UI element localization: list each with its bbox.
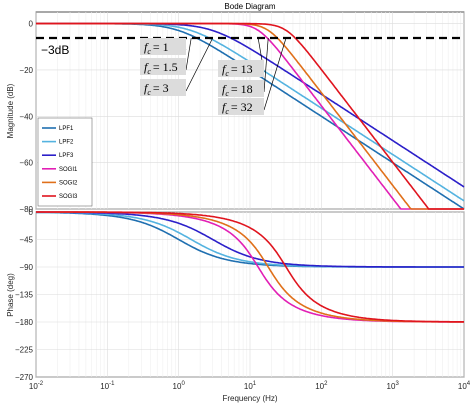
- phase-y-tick-label: −180: [15, 318, 34, 327]
- phase-plot: 0−45−90−135−180−225−270 10-2 10-1 100 101 10…: [15, 208, 471, 391]
- annotation-box: [140, 79, 186, 96]
- legend-label-sogi2: SOGI2: [59, 180, 78, 186]
- x-axis-label: Frequency (Hz): [222, 394, 277, 403]
- magnitude-y-ticks: 0 −20 −40 −60 −80: [19, 20, 33, 214]
- legend-label-lpf3: LPF3: [59, 153, 74, 159]
- magnitude-plot: 0 −20 −40 −60 −80: [19, 11, 465, 214]
- phase-series: [36, 211, 464, 323]
- phase-y-tick-label: 0: [29, 208, 34, 217]
- x-tick-label: 100: [173, 381, 186, 391]
- annotation-leader-line: [185, 37, 192, 71]
- annotation-box: [140, 58, 186, 75]
- annotation-label: fc = 13: [222, 62, 253, 78]
- annotation-box: [218, 98, 264, 115]
- annotation-box: [218, 60, 264, 77]
- phase-y-tick-label: −90: [19, 263, 33, 272]
- magnitude-ylabel: Magnitude (dB): [6, 83, 15, 138]
- magnitude-y-tick-label: −80: [19, 205, 33, 214]
- magnitude-y-tick-label: −60: [19, 159, 33, 168]
- legend-label-sogi1: SOGI1: [59, 167, 78, 173]
- annotation-label: fc = 32: [222, 100, 253, 116]
- legend-label-lpf1: LPF1: [59, 126, 74, 132]
- annotation-leader-line: [185, 37, 214, 92]
- minus-3db-label: −3dB: [41, 43, 69, 57]
- legend: LPF1 LPF2 LPF3 SOGI1 SOGI2 SOGI3: [37, 117, 93, 207]
- phase-y-tick-label: −135: [15, 291, 34, 300]
- phase-y-ticks: 0 −45 −90 −135 −180 −225 −270: [15, 208, 34, 382]
- magnitude-line-sogi3: [36, 22, 464, 210]
- x-tick-label: 10-1: [100, 381, 115, 391]
- legend-box: [37, 117, 93, 207]
- phase-y-tick-label: −270: [15, 373, 34, 382]
- annotation-box: [140, 38, 186, 55]
- x-tick-label: 104: [458, 381, 471, 391]
- annotation-leader-line: [263, 37, 287, 111]
- annotation-box: [218, 80, 264, 97]
- magnitude-grid: [35, 12, 465, 210]
- annotation-label: fc = 18: [222, 82, 253, 98]
- annotation-leader-line: [263, 37, 269, 93]
- x-tick-label: 101: [244, 381, 257, 391]
- legend-label-lpf2: LPF2: [59, 140, 74, 146]
- phase-ylabel: Phase (deg): [6, 273, 15, 317]
- annotation-label: fc = 3: [144, 81, 169, 97]
- magnitude-y-tick-label: −40: [19, 112, 33, 121]
- magnitude-y-tick-label: 0: [29, 20, 34, 29]
- chart-title: Bode Diagram: [224, 2, 275, 11]
- annotation-label: fc = 1: [144, 40, 169, 56]
- legend-label-sogi3: SOGI3: [59, 194, 78, 200]
- x-tick-label: 103: [387, 381, 400, 391]
- x-tick-labels: 10-2 10-1 100 101 102 103 104: [29, 381, 471, 391]
- phase-line-sogi3: [36, 211, 464, 323]
- annotation-label: fc = 1.5: [144, 60, 178, 76]
- x-tick-label: 102: [315, 381, 328, 391]
- x-tick-label: 10-2: [29, 381, 44, 391]
- phase-y-tick-label: −45: [19, 236, 33, 245]
- cutoff-annotations: fc = 1 fc = 1.5 fc = 3 fc = 13 fc = 18 fc = 32: [140, 37, 287, 116]
- magnitude-y-tick-label: −20: [19, 66, 33, 75]
- phase-y-tick-label: −225: [15, 346, 34, 355]
